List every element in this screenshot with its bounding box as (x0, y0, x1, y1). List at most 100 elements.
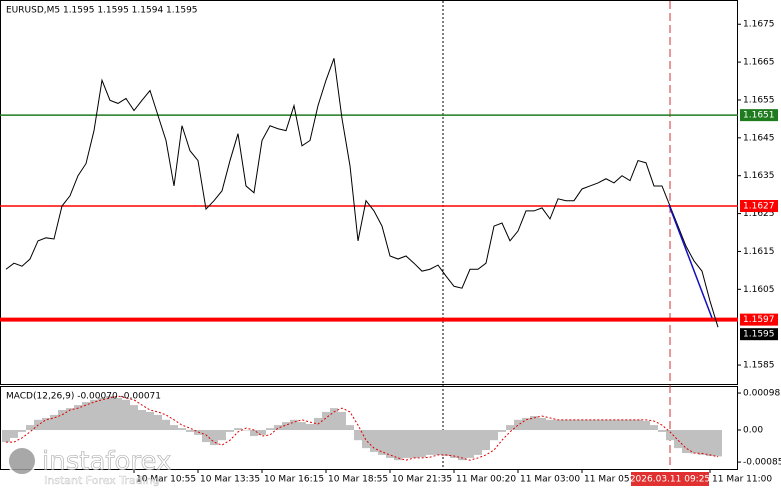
x-tick-label: 2026.03.11 09:25 (630, 475, 710, 485)
macd-bar (258, 430, 266, 435)
level-label-box (740, 313, 778, 326)
macd-bar (530, 416, 538, 431)
signal-line (6, 395, 719, 461)
macd-bar (338, 411, 346, 431)
level-label: 1.1597 (743, 315, 775, 325)
macd-bar (146, 411, 154, 431)
x-tick-label: 10 Mar 16:15 (264, 475, 324, 485)
macd-bar (50, 414, 58, 431)
macd-bar (242, 430, 250, 431)
y-tick-label: -0.00085 (743, 458, 781, 468)
macd-bar (122, 399, 130, 431)
macd-bar (610, 419, 618, 431)
macd-bar (378, 430, 386, 455)
macd-bar (370, 430, 378, 452)
macd-bar (82, 402, 90, 431)
y-tick-label: 0.00 (743, 426, 763, 436)
macd-bar (210, 430, 218, 446)
macd-bar (226, 430, 234, 432)
macd-bar (642, 420, 650, 431)
macd-bar (602, 419, 610, 431)
macd-bar (442, 430, 450, 457)
macd-bar (538, 417, 546, 431)
y-tick-label: 1.1655 (743, 95, 775, 105)
x-tick-label-box (631, 472, 709, 486)
y-tick-label: 1.1625 (743, 209, 775, 219)
x-tick-label: 10 Mar 21:35 (392, 475, 452, 485)
macd-bar (650, 425, 658, 431)
macd-bar (618, 419, 626, 431)
macd-bar (402, 430, 410, 458)
macd-bar (578, 419, 586, 431)
macd-bar (58, 410, 66, 431)
level-label: 1.1627 (743, 202, 775, 212)
macd-bar (434, 430, 442, 455)
macd-bar (458, 430, 466, 461)
macd-bar (466, 430, 474, 458)
macd-bar (130, 405, 138, 431)
y-tick-label: 1.1585 (743, 361, 775, 371)
y-tick-label: 1.1605 (743, 285, 775, 295)
y-tick-label: 0.00098 (743, 389, 780, 399)
price-frame (0, 0, 738, 385)
chart-title: EURUSD,M5 1.1595 1.1595 1.1594 1.1595 (6, 6, 198, 16)
macd-bar (234, 428, 242, 431)
macd-bar (186, 430, 194, 432)
x-tick-label: 11 Mar 11:00 (712, 475, 772, 485)
macd-bar (562, 419, 570, 431)
macd-bar (154, 414, 162, 431)
macd-bar (138, 410, 146, 431)
plot-layer: 1.1585 1.1605 1.1615 1.1625 1.1635 1.1645 1.16… (0, 20, 781, 486)
macd-bar (362, 430, 370, 449)
macd-bar (690, 430, 698, 454)
macd-bar (10, 430, 18, 438)
macd-bar (522, 417, 530, 431)
macd-frame (0, 386, 738, 470)
macd-bar (594, 419, 602, 431)
macd-bar (18, 430, 26, 432)
y-tick-label: 1.1615 (743, 247, 775, 257)
x-tick-label: 11 Mar 00:20 (456, 475, 516, 485)
macd-bar (2, 430, 10, 443)
macd-bar (178, 428, 186, 431)
macd-bar (90, 399, 98, 431)
macd-bar (554, 419, 562, 431)
macd-bar (666, 430, 674, 441)
macd-bar (66, 408, 74, 431)
macd-bar (162, 419, 170, 431)
macd-bar (386, 430, 394, 458)
price-line (5, 58, 719, 328)
x-tick-label: 11 Mar 05:40 (584, 475, 644, 485)
macd-bar (450, 430, 458, 458)
macd-bar (498, 430, 506, 432)
macd-bar (586, 419, 594, 431)
macd-bar (410, 430, 418, 458)
macd-bar (194, 430, 202, 435)
macd-bar (394, 430, 402, 461)
level-label: 1.1651 (743, 111, 775, 121)
macd-bar (682, 430, 690, 454)
macd-bar (418, 430, 426, 458)
watermark-logo (7, 446, 37, 476)
macd-bar (202, 430, 210, 443)
macd-bar (282, 422, 290, 431)
watermark: instaforex Instant Forex Trading (7, 446, 172, 487)
x-tick-label: 10 Mar 13:35 (200, 475, 260, 485)
macd-bar (514, 419, 522, 431)
macd-bar (506, 425, 514, 431)
macd-bar (98, 397, 106, 431)
y-tick-label: 1.1635 (743, 171, 775, 181)
macd-bar (546, 419, 554, 431)
macd-bar (482, 430, 490, 451)
macd-bar (706, 430, 714, 457)
macd-bar (306, 423, 314, 431)
price-label: 1.1595 (743, 330, 775, 340)
trend-line (668, 204, 713, 319)
watermark-brand: instaforex (42, 447, 171, 477)
macd-bar (322, 411, 330, 431)
macd-bar (626, 419, 634, 431)
macd-bar (106, 396, 114, 431)
x-tick-label: 11 Mar 03:00 (520, 475, 580, 485)
y-tick-label: 1.1645 (743, 133, 775, 143)
